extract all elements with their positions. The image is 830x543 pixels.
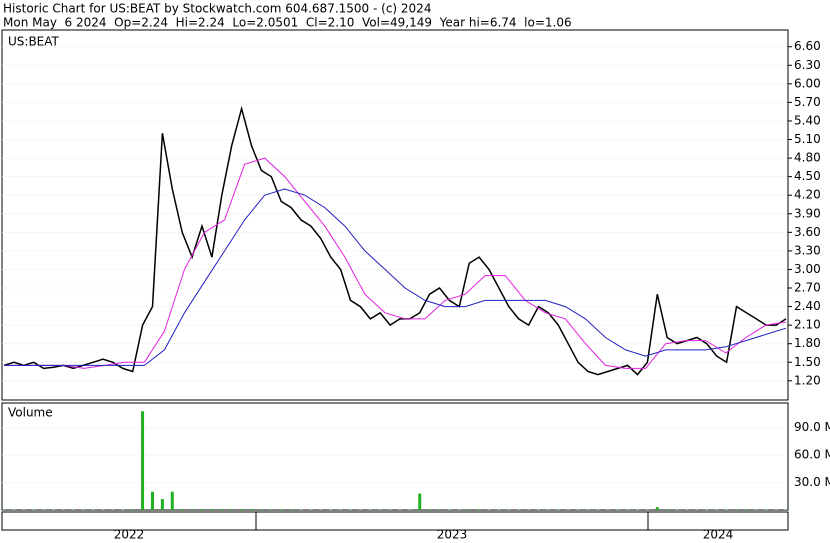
volume-bar [735, 509, 739, 510]
volume-bar [477, 509, 481, 510]
volume-bar [180, 509, 184, 510]
y-tick-label: 4.20 [794, 188, 821, 202]
volume-bar [438, 509, 442, 510]
volume-bar [428, 509, 432, 510]
y-tick-label: 6.00 [794, 76, 821, 90]
symbol-label: US:BEAT [8, 35, 60, 49]
y-tick-label: 5.70 [794, 95, 821, 109]
volume-bar [170, 491, 174, 510]
y-tick-label: 2.40 [794, 299, 821, 313]
y-tick-label: 4.80 [794, 151, 821, 165]
volume-bar [141, 411, 145, 510]
x-tick-label: 2023 [437, 528, 468, 542]
volume-bar [190, 509, 194, 510]
volume-bar [240, 509, 244, 510]
y-tick-label: 5.40 [794, 113, 821, 127]
volume-panel [1, 402, 789, 511]
volume-tick-label: 90.0 M [794, 420, 830, 434]
y-tick-label: 1.20 [794, 373, 821, 387]
y-tick-label: 1.80 [794, 336, 821, 350]
volume-bar [418, 493, 422, 510]
y-tick-label: 2.10 [794, 318, 821, 332]
volume-tick-label: 60.0 M [794, 448, 830, 462]
volume-tick-label: 30.0 M [794, 475, 830, 489]
volume-bar [467, 509, 471, 510]
volume-bar [269, 509, 273, 510]
y-tick-label: 3.60 [794, 225, 821, 239]
chart-subtitle: Mon May 6 2024 Op=2.24 Hi=2.24 Lo=2.0501… [3, 16, 572, 30]
volume-label: Volume [8, 406, 53, 420]
y-tick-label: 4.50 [794, 169, 821, 183]
x-tick-label: 2022 [114, 528, 145, 542]
volume-bar [655, 507, 659, 510]
volume-bar [744, 509, 748, 510]
y-tick-label: 6.30 [794, 58, 821, 72]
volume-bar [210, 509, 214, 510]
volume-bar [259, 509, 263, 510]
volume-bar [665, 509, 669, 510]
volume-bar [249, 509, 253, 510]
volume-bar [200, 509, 204, 510]
volume-bar [160, 499, 164, 510]
volume-bar [131, 509, 135, 510]
volume-bar [279, 509, 283, 510]
time-axis [1, 511, 789, 531]
y-tick-label: 3.00 [794, 262, 821, 276]
y-tick-label: 3.90 [794, 206, 821, 220]
y-tick-label: 3.30 [794, 243, 821, 257]
volume-bar [150, 491, 154, 510]
y-tick-label: 2.70 [794, 281, 821, 295]
volume-bar [289, 509, 293, 510]
volume-bar [230, 509, 234, 510]
price-line [4, 188, 787, 366]
y-tick-label: 1.50 [794, 355, 821, 369]
chart-title: Historic Chart for US:BEAT by Stockwatch… [3, 2, 431, 16]
y-tick-label: 6.60 [794, 39, 821, 53]
price-panel [1, 29, 789, 401]
x-tick-label: 2024 [703, 528, 734, 542]
price-line [3, 105, 787, 376]
price-line [4, 157, 787, 369]
y-tick-label: 5.10 [794, 132, 821, 146]
volume-bar [220, 509, 224, 510]
